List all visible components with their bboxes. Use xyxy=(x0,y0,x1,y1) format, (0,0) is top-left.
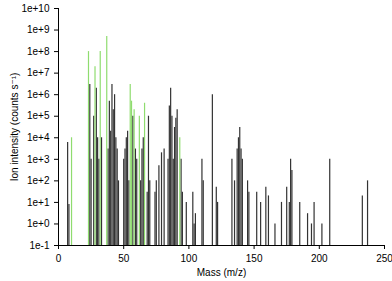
svg-text:1e+0: 1e+0 xyxy=(27,218,50,229)
svg-text:1e+9: 1e+9 xyxy=(27,24,50,35)
svg-text:50: 50 xyxy=(118,253,130,264)
svg-text:100: 100 xyxy=(181,253,198,264)
svg-text:200: 200 xyxy=(311,253,328,264)
svg-text:1e+6: 1e+6 xyxy=(27,89,50,100)
svg-text:1e-1: 1e-1 xyxy=(29,240,49,251)
svg-text:1e+7: 1e+7 xyxy=(27,67,50,78)
svg-text:1e+3: 1e+3 xyxy=(27,154,50,165)
svg-text:1e+10: 1e+10 xyxy=(21,3,50,14)
svg-text:150: 150 xyxy=(246,253,263,264)
svg-text:250: 250 xyxy=(376,253,392,264)
svg-text:0: 0 xyxy=(56,253,62,264)
svg-text:1e+2: 1e+2 xyxy=(27,175,50,186)
svg-text:Mass (m/z): Mass (m/z) xyxy=(197,267,246,278)
svg-text:1e+1: 1e+1 xyxy=(27,197,50,208)
svg-text:1e+5: 1e+5 xyxy=(27,110,50,121)
svg-text:1e+8: 1e+8 xyxy=(27,46,50,57)
svg-text:1e+4: 1e+4 xyxy=(27,132,50,143)
svg-text:Ion intensity (counts s⁻¹): Ion intensity (counts s⁻¹) xyxy=(9,73,20,182)
